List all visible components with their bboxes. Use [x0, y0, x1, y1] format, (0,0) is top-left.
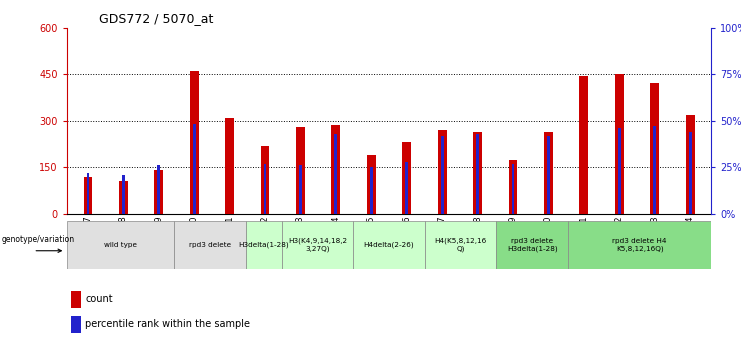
Bar [174, 221, 246, 269]
Bar [441, 136, 444, 214]
Bar [425, 221, 496, 269]
Bar [87, 173, 90, 214]
Bar [688, 132, 691, 214]
Bar [193, 125, 196, 214]
Bar [544, 131, 553, 214]
Text: GDS772 / 5070_at: GDS772 / 5070_at [99, 12, 213, 25]
Text: rpd3 delete: rpd3 delete [189, 242, 231, 248]
Bar [579, 76, 588, 214]
Bar [508, 159, 517, 214]
Bar [511, 164, 514, 214]
Bar [654, 126, 656, 214]
Bar [370, 167, 373, 214]
Bar [154, 170, 163, 214]
Bar [568, 221, 711, 269]
Bar [353, 221, 425, 269]
Text: genotype/variation: genotype/variation [1, 235, 74, 244]
Bar [71, 291, 81, 308]
Bar [618, 128, 621, 214]
Bar [651, 83, 659, 214]
Bar [261, 146, 270, 214]
Bar [157, 166, 160, 214]
Text: H3(K4,9,14,18,2
3,27Q): H3(K4,9,14,18,2 3,27Q) [288, 238, 347, 252]
Text: H3delta(1-28): H3delta(1-28) [239, 242, 289, 248]
Bar [473, 131, 482, 214]
Text: H4delta(2-26): H4delta(2-26) [364, 242, 414, 248]
Text: count: count [85, 295, 113, 304]
Bar [402, 142, 411, 214]
Bar [190, 71, 199, 214]
Bar [367, 155, 376, 214]
Text: rpd3 delete H4
K5,8,12,16Q): rpd3 delete H4 K5,8,12,16Q) [613, 238, 667, 252]
Bar [296, 127, 305, 214]
Bar [331, 125, 340, 214]
Bar [122, 175, 124, 214]
Bar [282, 221, 353, 269]
Bar [334, 134, 337, 214]
Text: H4(K5,8,12,16
Q): H4(K5,8,12,16 Q) [434, 238, 487, 252]
Text: wild type: wild type [104, 242, 137, 248]
Bar [547, 136, 550, 214]
Bar [119, 181, 127, 214]
Bar [225, 118, 234, 214]
Text: rpd3 delete
H3delta(1-28): rpd3 delete H3delta(1-28) [507, 238, 557, 252]
Bar [264, 164, 267, 214]
Bar [496, 221, 568, 269]
Bar [246, 221, 282, 269]
Bar [615, 74, 624, 214]
Bar [685, 115, 694, 214]
Bar [299, 166, 302, 214]
Bar [438, 130, 447, 214]
Bar [71, 316, 81, 333]
Text: percentile rank within the sample: percentile rank within the sample [85, 319, 250, 329]
Bar [405, 162, 408, 214]
Bar [84, 177, 93, 214]
Bar [476, 134, 479, 214]
Bar [67, 221, 174, 269]
